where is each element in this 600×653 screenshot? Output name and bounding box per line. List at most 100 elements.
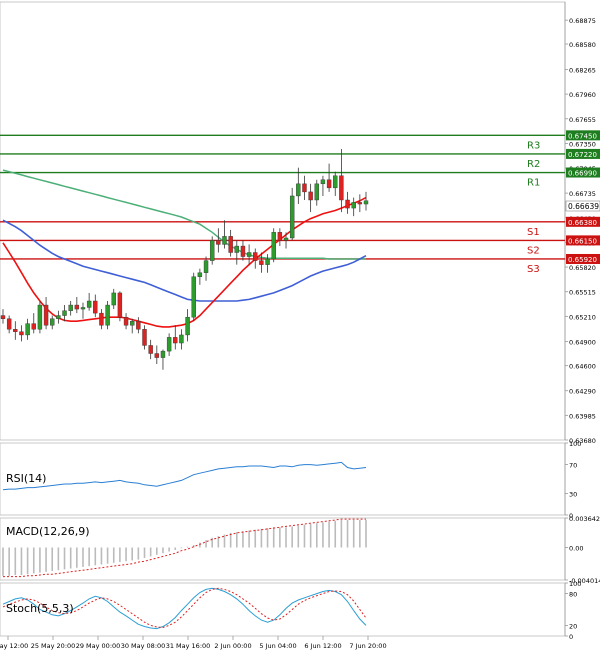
candle-body — [203, 260, 209, 273]
candle-body — [74, 304, 80, 310]
y-tick-label: 0.64600 — [569, 363, 596, 371]
candle-body — [246, 252, 252, 257]
candlesticks — [0, 149, 369, 370]
candle-body — [62, 310, 67, 316]
x-tick-label: 6 Jun 12:00 — [304, 642, 341, 650]
level-tag-s1 — [566, 216, 600, 227]
candle-body — [68, 304, 73, 311]
candle-body — [6, 318, 12, 330]
candle-body — [345, 199, 350, 209]
y-tick-label: 0.66735 — [569, 190, 596, 198]
y-tick-label: -0.004014 — [569, 577, 600, 585]
candle-body — [179, 334, 184, 344]
level-name-r2: R2 — [527, 159, 540, 170]
y-tick-label: 70 — [569, 462, 577, 470]
y-tick-label: 20 — [569, 622, 577, 630]
candle-body — [117, 292, 123, 318]
candle-body — [173, 337, 178, 344]
candle-body — [142, 329, 147, 346]
candle-body — [259, 260, 264, 265]
y-tick-label: 80 — [569, 591, 577, 599]
ma-green-line — [2, 169, 366, 260]
x-tick-label: 5 Jun 04:00 — [259, 642, 296, 650]
level-value-s2: 0.66150 — [568, 237, 597, 245]
candle-body — [50, 318, 55, 326]
candle-body — [86, 300, 92, 308]
candle-body — [265, 258, 270, 265]
candle-body — [56, 315, 61, 319]
candle-body — [93, 300, 98, 314]
candle-body — [37, 304, 43, 330]
y-tick-label: 0.64290 — [569, 388, 596, 396]
y-tick-label: 0.67960 — [569, 91, 596, 99]
level-value-s3: 0.65920 — [568, 256, 597, 264]
candle-body — [363, 200, 369, 205]
candle-body — [123, 316, 129, 326]
candle-body — [283, 237, 289, 241]
candle-body — [320, 179, 326, 185]
rsi-axis: 100 70 30 0 — [0, 440, 581, 520]
level-name-r1: R1 — [527, 178, 540, 189]
y-tick-label: 0.64900 — [569, 338, 596, 346]
candle-body — [357, 202, 363, 205]
level-tag-r3 — [566, 130, 600, 141]
level-tag-s2 — [566, 235, 600, 246]
candle-body — [240, 245, 246, 257]
candle-body — [154, 353, 160, 358]
level-value-r1: 0.66990 — [568, 170, 597, 178]
macd-axis: 0.003642 0.00 -0.004014 — [0, 515, 600, 585]
candle-body — [333, 175, 338, 189]
candle-body — [136, 321, 141, 330]
price-panel: 0.68875 0.68580 0.68265 0.67960 0.67655 0.673… — [0, 1, 600, 445]
candle-body — [234, 245, 239, 253]
x-tick-label: 25 May 20:00 — [31, 642, 76, 650]
rsi-line — [2, 461, 367, 491]
candle-body — [130, 321, 135, 326]
candle-body — [25, 323, 30, 336]
y-tick-label: 0.68580 — [569, 41, 596, 49]
candle-body — [302, 183, 307, 193]
candle-body — [326, 179, 332, 189]
candle-body — [166, 337, 172, 352]
x-tick-label: 7 Jun 20:00 — [349, 642, 386, 650]
candle-body — [185, 316, 190, 336]
y-tick-label: 0.00 — [569, 544, 583, 552]
candle-body — [314, 183, 319, 201]
candle-body — [253, 252, 258, 261]
x-tick-label: 29 May 00:00 — [76, 642, 121, 650]
level-name-s2: S2 — [527, 245, 540, 256]
y-tick-label: 0.63985 — [569, 412, 596, 420]
macd-title: MACD(12,26,9) — [6, 525, 90, 538]
level-name-s3: S3 — [527, 264, 540, 275]
y-tick-label: 100 — [569, 580, 581, 588]
rsi-panel: 100 70 30 0 RSI(14) — [0, 440, 581, 520]
x-tick-label: 4 May 12:00 — [0, 642, 28, 650]
candle-body — [43, 304, 49, 326]
y-tick-label: 0.003642 — [569, 515, 600, 523]
candle-body — [0, 315, 6, 319]
y-tick-label: 0.68875 — [569, 17, 596, 25]
candle-body — [99, 312, 104, 326]
y-tick-label: 0.65210 — [569, 313, 596, 321]
y-tick-label: 0.65515 — [569, 289, 596, 297]
y-tick-label: 0.65820 — [569, 264, 596, 272]
level-name-s1: S1 — [527, 227, 540, 238]
candle-body — [271, 232, 276, 260]
candle-body — [228, 236, 233, 253]
candle-body — [197, 272, 203, 277]
x-tick-label: 2 Jun 00:00 — [214, 642, 251, 650]
level-tag-s3 — [566, 253, 600, 264]
level-value-r3: 0.67450 — [568, 132, 597, 140]
y-tick-label: 0.67350 — [569, 140, 596, 148]
candle-body — [216, 240, 221, 245]
x-tick-label: 30 May 08:00 — [121, 642, 166, 650]
x-tick-label: 31 May 16:00 — [166, 642, 211, 650]
candle-body — [105, 304, 110, 326]
candle-body — [160, 350, 166, 358]
candle-body — [289, 195, 295, 239]
candle-body — [222, 236, 227, 245]
candle-body — [296, 183, 301, 197]
stoch-k-line — [2, 587, 367, 630]
